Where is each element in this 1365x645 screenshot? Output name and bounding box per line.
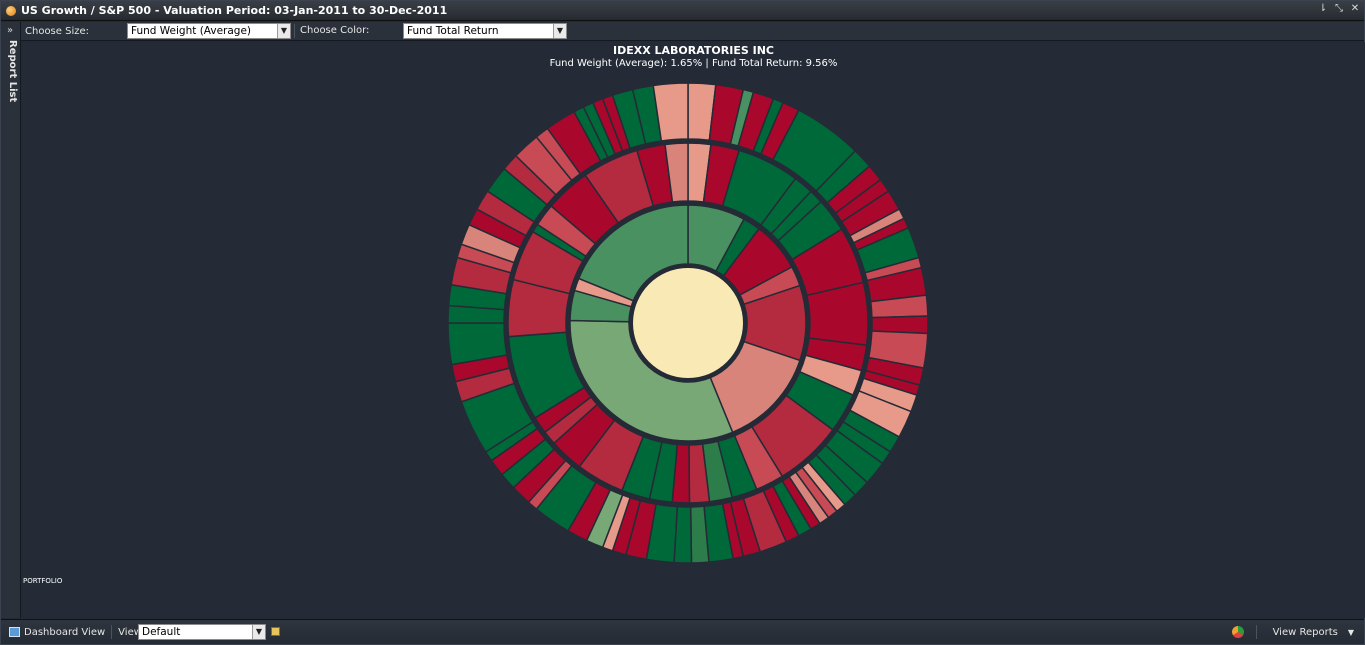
status-divider [1255,625,1257,639]
size-label: Choose Size: [25,25,89,37]
dashboard-icon[interactable] [9,627,20,637]
chevron-down-icon[interactable]: ▼ [277,24,290,38]
chevron-down-icon[interactable]: ▼ [1347,627,1354,637]
status-divider [111,625,113,639]
chevron-down-icon[interactable]: ▼ [252,625,265,639]
save-view-icon[interactable] [271,627,280,636]
pin-icon[interactable]: ⇂ [1318,3,1328,14]
sunburst-chart[interactable] [22,42,1365,618]
reports-icon[interactable] [1231,626,1244,638]
close-icon[interactable]: ✕ [1350,3,1360,14]
size-select-value: Fund Weight (Average) [131,25,252,37]
chart-canvas: IDEXX LABORATORIES INC Fund Weight (Aver… [22,42,1365,618]
app-logo-icon [6,5,16,16]
report-list-rail[interactable]: » Report List [1,22,21,618]
toolbar-divider [294,24,295,38]
view-reports-button[interactable]: View Reports [1272,626,1338,638]
expand-chevron-icon[interactable]: » [7,25,14,36]
chart-subtitle: Fund Weight (Average): 1.65% | Fund Tota… [549,58,838,69]
views-select[interactable]: Default ▼ [138,624,266,640]
window-controls: ⇂ ⤡ ✕ [1318,3,1360,14]
view-reports[interactable]: View Reports ▼ [1231,625,1354,639]
sunburst-center[interactable] [633,268,743,378]
chevron-down-icon[interactable]: ▼ [553,24,566,38]
chart-toolbar: Choose Size: Fund Weight (Average) ▼ Cho… [21,22,1364,41]
breadcrumb-portfolio[interactable]: PORTFOLIO [23,577,63,585]
color-select[interactable]: Fund Total Return ▼ [403,23,567,39]
size-select[interactable]: Fund Weight (Average) ▼ [127,23,291,39]
sunburst-sector-segment[interactable] [569,319,734,442]
dashboard-view-button[interactable]: Dashboard View [24,626,106,638]
sunburst-security-segment[interactable] [652,82,689,142]
views-label: Views: [118,626,151,638]
report-list-label[interactable]: Report List [7,40,18,103]
sunburst-industry-segment[interactable] [664,142,689,203]
views-select-value: Default [142,626,181,638]
title-bar: US Growth / S&P 500 - Valuation Period: … [1,1,1364,21]
color-select-value: Fund Total Return [407,25,499,37]
restore-icon[interactable]: ⤡ [1335,3,1343,14]
window-title: US Growth / S&P 500 - Valuation Period: … [21,4,448,17]
chart-title: IDEXX LABORATORIES INC [613,44,774,57]
sunburst-sector-segment[interactable] [577,204,689,302]
color-label: Choose Color: [300,25,370,36]
status-bar: Dashboard View Views: Default ▼ View Rep… [1,619,1364,644]
